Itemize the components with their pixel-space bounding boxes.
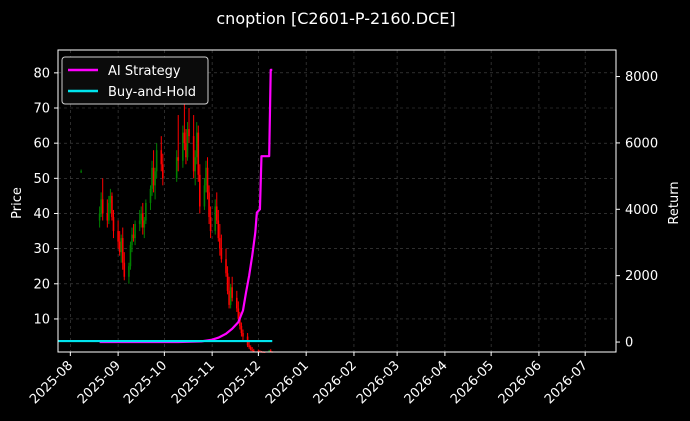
candle-body bbox=[141, 213, 144, 228]
candle-body bbox=[268, 350, 270, 352]
candle-body bbox=[236, 297, 238, 309]
candle-body bbox=[242, 333, 244, 337]
candle-body bbox=[231, 287, 233, 298]
y-left-tick-label: 40 bbox=[33, 207, 50, 222]
candle-body bbox=[199, 174, 201, 207]
y-left-tick-label: 60 bbox=[33, 137, 50, 152]
candle-body bbox=[106, 213, 109, 221]
candle-body bbox=[186, 129, 189, 158]
candle-body bbox=[195, 132, 198, 158]
candle-body bbox=[237, 308, 240, 319]
candle-body bbox=[192, 136, 195, 172]
candle-body bbox=[160, 150, 163, 165]
y-left-tick-label: 20 bbox=[33, 277, 50, 292]
legend: AI Strategy Buy-and-Hold bbox=[61, 56, 209, 105]
candle-body bbox=[269, 350, 272, 352]
candle-body bbox=[220, 248, 223, 260]
candle-body bbox=[194, 157, 196, 172]
y-axis-right-label: Return bbox=[667, 181, 682, 224]
candle-body bbox=[206, 167, 209, 193]
candle-body bbox=[121, 238, 124, 263]
y-right-tick-label: 4000 bbox=[625, 203, 658, 218]
candle-body bbox=[239, 318, 241, 326]
legend-label-buy-and-hold: Buy-and-Hold bbox=[108, 85, 196, 100]
y-left-tick-label: 30 bbox=[33, 242, 50, 257]
candle-body bbox=[149, 188, 152, 203]
y-right-tick-label: 8000 bbox=[625, 70, 658, 85]
candle-body bbox=[118, 241, 121, 253]
candle-body bbox=[140, 213, 143, 221]
candle-body bbox=[111, 195, 113, 217]
y-right-tick-label: 2000 bbox=[625, 269, 658, 284]
candle-body bbox=[217, 220, 220, 239]
candle-body bbox=[175, 157, 178, 179]
candle-body bbox=[219, 238, 221, 249]
candle-body bbox=[154, 171, 156, 186]
y-right-tick-label: 0 bbox=[625, 336, 633, 351]
candle-body bbox=[182, 132, 184, 161]
legend-label-ai-strategy: AI Strategy bbox=[108, 64, 181, 79]
candle-body bbox=[197, 132, 200, 175]
candle-body bbox=[138, 220, 141, 225]
candle-body bbox=[155, 150, 158, 172]
candle-body bbox=[225, 259, 227, 274]
y-left-tick-label: 50 bbox=[33, 172, 50, 187]
y-left-tick-label: 70 bbox=[33, 102, 50, 117]
candle-body bbox=[120, 238, 122, 253]
candle-body bbox=[248, 345, 250, 348]
candle-body bbox=[229, 287, 232, 305]
candle-body bbox=[252, 350, 255, 352]
y-right-tick-label: 6000 bbox=[625, 136, 658, 151]
candle-body bbox=[80, 171, 82, 173]
candle-body bbox=[100, 199, 102, 214]
plot-frame bbox=[57, 49, 617, 353]
candle-body bbox=[131, 234, 133, 246]
candle-body bbox=[145, 202, 147, 221]
candle-body bbox=[251, 349, 254, 351]
candle-body bbox=[215, 206, 218, 221]
candle-body bbox=[129, 245, 132, 267]
candle-body bbox=[128, 266, 130, 277]
candle-body bbox=[203, 185, 206, 207]
candlesticks bbox=[80, 97, 274, 353]
candle-body bbox=[162, 164, 164, 179]
candle-body bbox=[152, 167, 155, 186]
candle-body bbox=[183, 132, 186, 144]
candle-body bbox=[101, 199, 104, 214]
candle-body bbox=[240, 325, 243, 334]
candle-body bbox=[257, 350, 260, 352]
candle-body bbox=[132, 234, 135, 239]
candle-body bbox=[109, 195, 112, 203]
candle-body bbox=[117, 231, 119, 242]
candle-body bbox=[177, 157, 180, 161]
candle-body bbox=[209, 216, 212, 232]
legend-box bbox=[61, 56, 209, 105]
candle-body bbox=[228, 290, 230, 305]
candle-body bbox=[205, 167, 207, 186]
candle-body bbox=[134, 224, 136, 239]
y-left-tick-label: 80 bbox=[33, 66, 50, 81]
candle-body bbox=[123, 262, 126, 277]
candle-body bbox=[98, 213, 101, 221]
candle-body bbox=[208, 192, 210, 217]
candle-body bbox=[151, 167, 153, 189]
candle-body bbox=[112, 216, 115, 232]
candle-body bbox=[108, 202, 110, 221]
candle-body bbox=[249, 347, 252, 350]
chart-title: cnoption [C2601-P-2160.DCE] bbox=[216, 9, 455, 28]
candle-body bbox=[214, 206, 217, 232]
candle-body bbox=[185, 143, 187, 158]
y-left-tick-label: 10 bbox=[33, 312, 50, 327]
candle-body bbox=[143, 220, 146, 228]
y-axis-left-label: Price bbox=[10, 187, 25, 219]
candle-body bbox=[188, 129, 190, 137]
strategy-lines bbox=[58, 68, 273, 344]
candle-body bbox=[226, 273, 229, 291]
